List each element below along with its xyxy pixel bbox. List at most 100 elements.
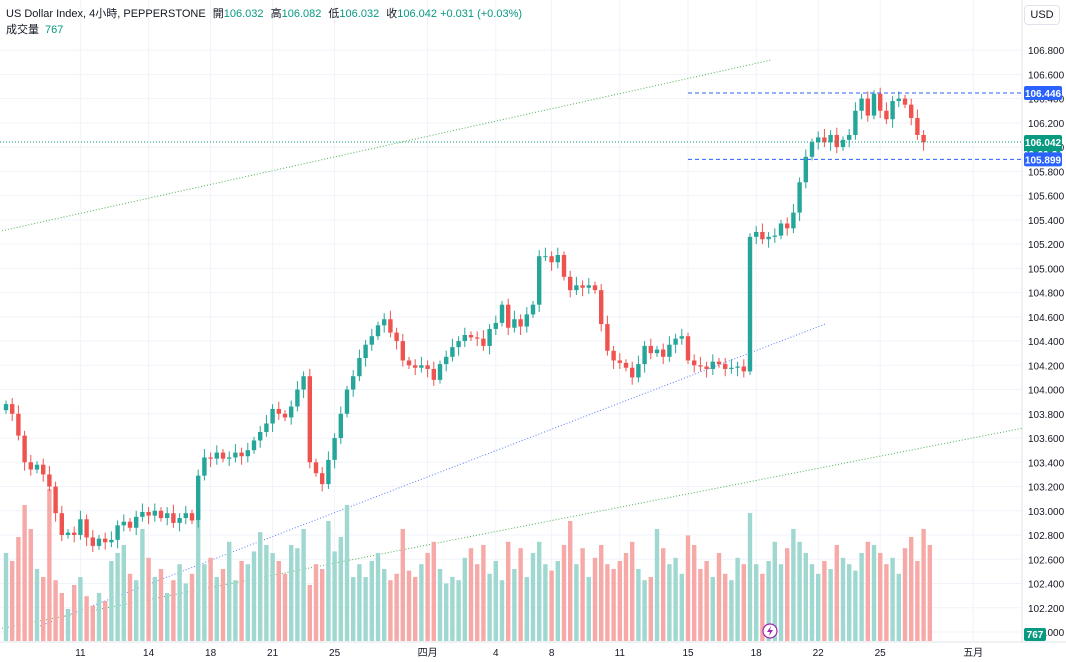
candle-body: [363, 344, 368, 359]
candle-body: [574, 285, 579, 291]
candle-body: [921, 134, 926, 143]
y-tick-label: 103.000: [1028, 507, 1065, 518]
volume-bar: [171, 580, 176, 641]
volume-bar: [109, 561, 114, 641]
volume-bar: [648, 577, 653, 641]
volume-label[interactable]: 成交量: [6, 24, 39, 36]
volume-bar: [165, 593, 170, 641]
volume-value: 767: [45, 24, 64, 36]
candle-body: [580, 285, 585, 288]
volume-bar: [543, 564, 548, 641]
volume-bar: [146, 557, 151, 641]
candle-body: [34, 464, 40, 470]
volume-bar: [301, 529, 306, 641]
candle-body: [3, 404, 9, 411]
volume-bar: [270, 553, 275, 641]
currency-button[interactable]: USD: [1024, 5, 1060, 25]
volume-bar: [530, 553, 536, 641]
candle-body: [90, 537, 95, 546]
candle-body: [778, 223, 784, 236]
candle-body: [326, 459, 331, 485]
volume-bar: [698, 569, 703, 641]
volume-bar: [909, 537, 914, 641]
candle-body: [636, 364, 641, 378]
volume-bar: [103, 601, 108, 641]
candle-body: [524, 314, 529, 327]
volume-bar: [22, 505, 27, 641]
candle-body: [772, 235, 777, 237]
volume-bar: [617, 561, 622, 641]
volume-bar: [654, 529, 660, 641]
candle-body: [270, 408, 275, 424]
candle-body: [599, 290, 604, 325]
volume-bar: [778, 564, 784, 641]
volume-bar: [599, 545, 604, 641]
volume-bar: [313, 564, 319, 641]
volume-bar: [605, 564, 610, 641]
volume-bar: [809, 564, 815, 641]
candle-body: [667, 344, 672, 357]
candle-body: [654, 349, 660, 354]
candle-body: [258, 431, 263, 441]
candle-body: [196, 475, 201, 521]
candle-body: [406, 360, 412, 366]
candle-body: [586, 285, 591, 288]
candle-body: [896, 98, 901, 102]
candle-body: [884, 110, 889, 120]
symbol-title[interactable]: US Dollar Index, 4小時, PEPPERSTONE: [6, 8, 206, 20]
volume-bar: [580, 548, 585, 641]
candle-body: [506, 304, 511, 328]
volume-bar: [220, 569, 226, 641]
candle-body: [313, 462, 319, 474]
volume-bar: [65, 609, 71, 641]
x-tick-label: 18: [751, 648, 763, 659]
candle-body: [158, 510, 164, 519]
candle-body: [227, 457, 232, 459]
candle-body: [295, 389, 300, 407]
volume-bar: [723, 573, 728, 641]
candle-body: [189, 513, 195, 521]
candle-body: [642, 345, 647, 365]
candle-body: [493, 322, 498, 329]
y-tick-label: 105.800: [1028, 167, 1065, 178]
high-label: 高: [270, 8, 282, 20]
volume-bar: [834, 545, 839, 641]
candle-body: [96, 538, 102, 546]
legend-volume: 成交量 767: [6, 22, 522, 38]
volume-bar: [512, 569, 517, 641]
x-tick-label: 21: [267, 648, 279, 659]
volume-bar: [735, 557, 740, 641]
candle-body: [220, 452, 226, 459]
candle-body: [847, 134, 852, 140]
candle-body: [902, 98, 908, 105]
volume-bar: [59, 593, 64, 641]
volume-bar: [351, 577, 356, 641]
candle-body: [344, 389, 350, 414]
volume-bar: [692, 545, 697, 641]
candle-body: [103, 538, 108, 543]
volume-bar: [456, 580, 461, 641]
candle-body: [437, 364, 443, 380]
x-tick-label: 四月: [418, 647, 438, 659]
volume-bar: [803, 553, 808, 641]
candle-body: [679, 336, 684, 339]
volume-bar: [388, 580, 393, 641]
candle-body: [673, 338, 678, 345]
y-tick-label: 103.400: [1028, 458, 1065, 469]
volume-bar: [450, 577, 455, 641]
volume-bar: [710, 577, 715, 641]
candle-body: [648, 345, 653, 354]
volume-bar: [16, 537, 21, 641]
candle-body: [357, 358, 362, 377]
volume-bar: [878, 553, 883, 641]
candle-body: [543, 256, 548, 258]
y-tick-label: 102.600: [1028, 555, 1065, 566]
candle-body: [611, 350, 616, 361]
volume-bar: [34, 569, 40, 641]
candle-body: [822, 137, 827, 143]
candle-body: [915, 118, 920, 135]
volume-bar: [158, 569, 164, 641]
volume-badge-bg: [1024, 628, 1046, 641]
